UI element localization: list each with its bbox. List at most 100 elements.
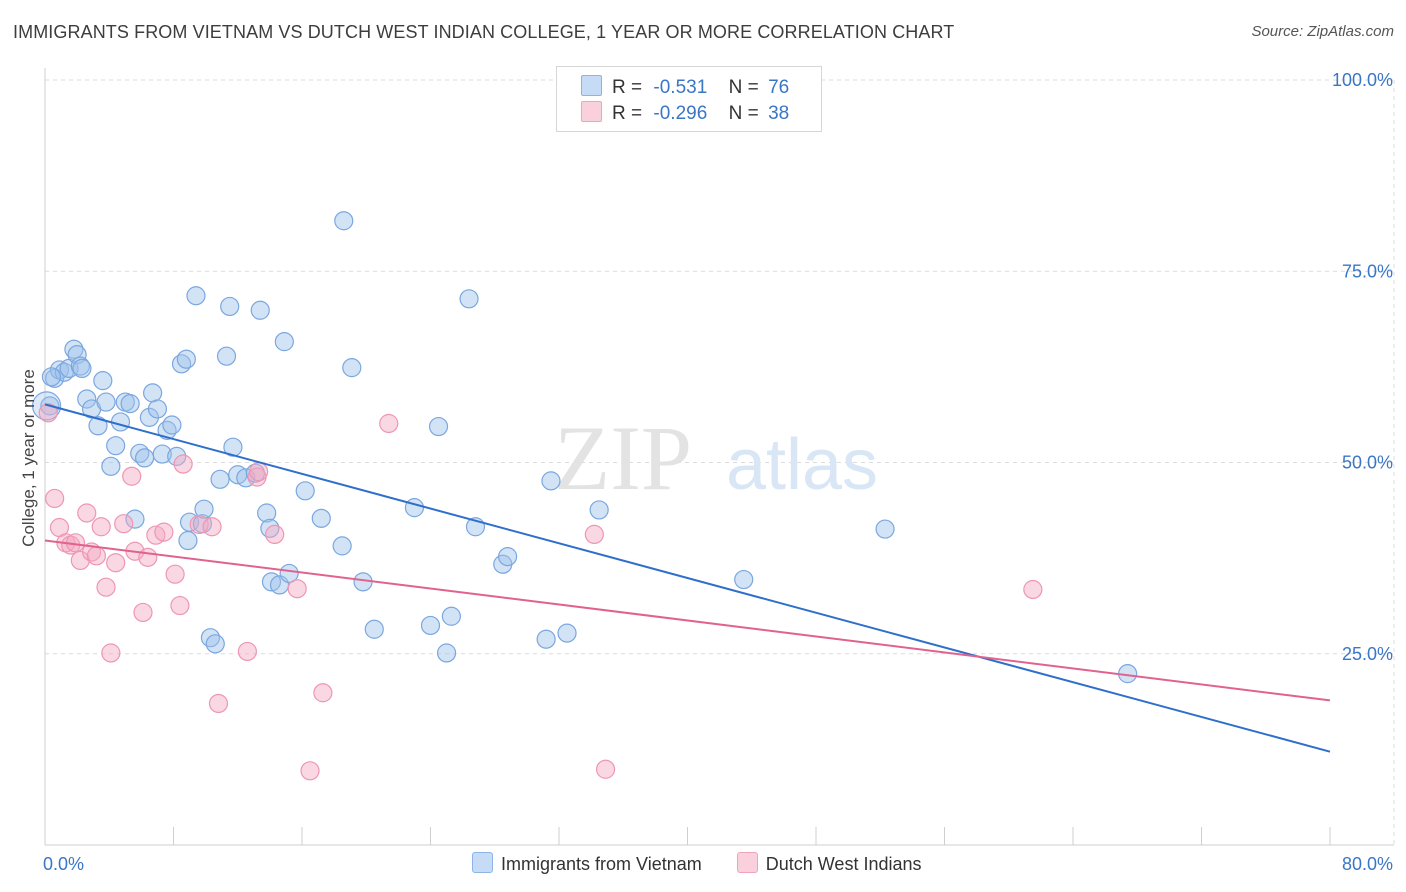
data-point-vietnam [178,530,198,551]
data-point-vietnam [557,623,577,643]
data-point-vietnam [428,416,449,437]
data-point-dutch-west-indian [101,643,121,663]
data-point-vietnam [88,416,108,436]
data-point-vietnam [194,499,214,519]
data-point-vietnam [436,643,457,663]
series-legend-swatch-dutch-west-indian [736,852,758,873]
data-point-dutch-west-indian [165,564,185,584]
y-tick-label: 50.0% [1342,453,1393,473]
data-point-dutch-west-indian [313,683,333,703]
data-point-vietnam [311,508,331,528]
data-point-vietnam [134,448,155,468]
legend-n-label: N = [728,77,759,98]
data-point-vietnam [541,471,561,491]
data-point-vietnam [64,339,84,359]
data-point-dutch-west-indian [106,553,126,573]
trend-line-vietnam [44,403,1331,753]
data-point-dutch-west-indian [96,577,116,597]
trend-line-dutch-west-indian [44,539,1331,702]
series-legend-item-dutch-west-indian[interactable]: Dutch West Indians [736,852,922,875]
data-point-dutch-west-indian [122,466,142,486]
data-point-vietnam [147,399,168,419]
data-point-dutch-west-indian [45,488,65,509]
data-point-vietnam [295,481,315,501]
legend-row-vietnam: R = -0.531 N = 76 [581,75,789,101]
data-point-vietnam [93,371,113,391]
series-legend-label-vietnam: Immigrants from Vietnam [501,854,702,874]
series-legend-item-vietnam[interactable]: Immigrants from Vietnam [472,852,702,875]
data-point-dutch-west-indian [114,514,134,534]
x-tick-label: 0.0% [43,854,84,874]
data-point-vietnam [143,383,163,403]
y-tick-label: 75.0% [1342,261,1393,281]
data-point-vietnam [110,412,131,432]
data-point-vietnam [279,563,299,584]
data-point-vietnam [274,332,294,352]
data-point-vietnam [220,296,240,317]
legend-n-value: 38 [768,103,790,124]
x-tick-labels: 0.0% 80.0% [43,854,1393,874]
data-point-dutch-west-indian [287,579,307,599]
data-point-dutch-west-indian [379,413,399,434]
data-point-vietnam [167,446,187,466]
data-point-vietnam [459,289,479,309]
y-tick-labels: 25.0% 50.0% 75.0% 100.0% [1332,70,1393,664]
axes [44,68,1394,846]
legend-r-label: R = [612,103,643,124]
data-point-dutch-west-indian [38,403,58,423]
data-point-dutch-west-indian [170,595,190,616]
data-point-vietnam [536,629,556,649]
series-dutch-west-indian-points [38,403,1043,781]
data-point-vietnam [332,536,352,556]
grid [45,79,1395,845]
data-point-dutch-west-indian [173,454,193,474]
data-point-vietnam [125,509,145,529]
data-point-vietnam [223,437,243,457]
data-point-vietnam [498,546,518,567]
legend-n-value: 76 [768,77,790,98]
data-point-vietnam [441,606,461,626]
data-point-dutch-west-indian [1023,579,1043,600]
data-point-dutch-west-indian [133,602,153,623]
data-point-vietnam [176,349,196,369]
legend-swatch-dutch-west-indian [581,101,602,122]
legend-swatch-vietnam [581,75,602,96]
series-legend-label-dutch-west-indian: Dutch West Indians [765,854,922,874]
correlation-legend: R = -0.531 N = 76 R = -0.296 N = 38 [556,66,822,132]
data-point-vietnam [404,498,425,518]
data-point-dutch-west-indian [77,503,97,523]
data-point-dutch-west-indian [300,761,320,781]
data-point-vietnam [334,211,354,231]
legend-n-label: N = [728,103,759,124]
trend-lines [44,403,1331,753]
data-point-vietnam [152,444,172,464]
data-point-vietnam [77,389,97,409]
source-label: Source: ZipAtlas.com [1251,23,1394,40]
data-point-vietnam [41,367,62,387]
data-point-vietnam [162,415,182,435]
y-tick-label: 100.0% [1332,70,1393,90]
data-point-dutch-west-indian [584,524,604,545]
data-point-dutch-west-indian [237,641,257,662]
watermark-atlas: atlas [726,425,878,505]
data-point-dutch-west-indian [595,759,616,779]
data-point-vietnam [120,393,140,414]
data-point-dutch-west-indian [86,546,107,566]
data-point-vietnam [106,436,126,456]
data-point-vietnam [205,634,225,654]
data-point-vietnam [186,286,206,306]
data-point-vietnam [364,619,384,639]
data-point-vietnam [342,358,362,378]
x-tick-label: 80.0% [1342,854,1393,874]
legend-r-value: -0.296 [653,103,708,124]
data-point-dutch-west-indian [91,517,111,537]
data-point-dutch-west-indian [138,547,158,567]
series-legend-swatch-vietnam [472,852,493,873]
data-point-vietnam [257,503,277,523]
data-point-dutch-west-indian [249,462,269,482]
y-axis-label: College, 1 year or more [19,369,38,547]
legend-r-label: R = [612,77,643,98]
legend-r-value: -0.531 [653,77,708,98]
chart-title: IMMIGRANTS FROM VIETNAM VS DUTCH WEST IN… [13,22,955,42]
